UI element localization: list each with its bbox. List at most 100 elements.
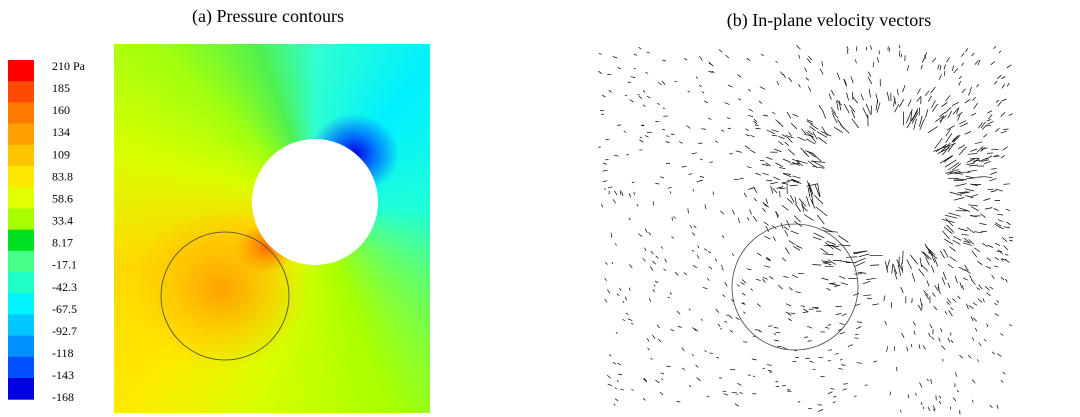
velocity-vector — [765, 156, 773, 160]
velocity-vector — [671, 236, 675, 239]
velocity-vector — [925, 257, 930, 266]
velocity-vector — [807, 160, 818, 168]
velocity-vector — [688, 173, 693, 176]
velocity-vector — [924, 90, 930, 97]
velocity-vector — [938, 395, 942, 399]
velocity-vector — [745, 134, 751, 137]
velocity-vector — [952, 108, 959, 115]
velocity-vector — [1003, 226, 1011, 229]
velocity-vector — [644, 135, 649, 138]
velocity-vector — [976, 146, 984, 153]
velocity-vector — [911, 112, 919, 124]
velocity-vector — [987, 244, 994, 248]
velocity-vector — [654, 280, 659, 284]
velocity-vector — [696, 254, 700, 259]
velocity-vector — [770, 185, 774, 194]
velocity-vector — [638, 233, 643, 237]
velocity-vector — [951, 135, 959, 143]
velocity-vector — [765, 162, 771, 167]
velocity-vector — [948, 162, 960, 171]
velocity-vector — [977, 298, 983, 303]
velocity-vector — [886, 259, 890, 271]
velocity-vector — [948, 310, 953, 317]
velocity-vector — [939, 114, 947, 122]
velocity-vector — [753, 121, 758, 125]
velocity-vector — [856, 362, 863, 364]
velocity-vector — [810, 123, 819, 130]
velocity-vector — [649, 266, 654, 271]
velocity-vector — [854, 261, 866, 267]
velocity-vector — [778, 121, 784, 128]
velocity-vector — [966, 162, 975, 166]
velocity-vector — [797, 272, 805, 275]
velocity-vector — [762, 278, 766, 283]
velocity-vector — [808, 182, 814, 195]
velocity-vector — [782, 385, 786, 387]
velocity-vector — [850, 76, 854, 84]
velocity-vector — [803, 151, 810, 158]
panel-title: (a) Pressure contours — [192, 6, 344, 26]
colorbar-swatch — [8, 314, 34, 337]
velocity-vector — [656, 103, 661, 105]
velocity-vector — [969, 164, 979, 167]
velocity-vector — [737, 382, 742, 386]
velocity-vector — [960, 122, 968, 127]
velocity-vector — [716, 356, 719, 359]
velocity-vector — [746, 268, 752, 271]
velocity-vector — [657, 82, 662, 86]
velocity-vector — [804, 150, 814, 154]
velocity-vector — [972, 302, 978, 306]
velocity-vector — [971, 206, 979, 212]
velocity-vector — [891, 263, 894, 274]
velocity-vector — [677, 326, 682, 328]
velocity-vector — [706, 395, 710, 398]
velocity-vector — [622, 319, 626, 321]
velocity-vector — [953, 134, 961, 143]
velocity-vector — [990, 168, 997, 170]
velocity-vector — [955, 371, 957, 377]
colorbar-swatch — [8, 187, 34, 209]
velocity-vector — [927, 95, 932, 102]
velocity-vector — [965, 195, 974, 199]
velocity-vector — [892, 264, 898, 275]
velocity-vector — [930, 265, 935, 273]
velocity-vector — [817, 183, 821, 198]
velocity-vector — [952, 239, 961, 245]
velocity-vector — [785, 311, 790, 315]
velocity-vector — [938, 337, 941, 342]
velocity-vector — [798, 198, 806, 207]
velocity-vector — [642, 90, 646, 93]
velocity-vector — [932, 405, 936, 411]
velocity-vector — [997, 213, 1004, 216]
velocity-vector — [894, 103, 900, 113]
velocity-vector — [817, 214, 825, 225]
velocity-vector — [913, 330, 916, 335]
velocity-vector — [818, 356, 824, 359]
velocity-vector — [665, 135, 670, 137]
velocity-vector — [667, 296, 670, 299]
velocity-vector — [778, 140, 784, 146]
velocity-vector — [688, 384, 692, 388]
velocity-vector — [824, 265, 834, 268]
velocity-vector — [899, 409, 902, 413]
velocity-vector — [947, 282, 951, 289]
velocity-vector — [605, 138, 610, 141]
velocity-vector — [717, 323, 721, 327]
velocity-vector — [953, 67, 959, 74]
velocity-vector — [748, 187, 755, 190]
velocity-vector — [659, 392, 664, 396]
velocity-vector — [996, 299, 999, 304]
velocity-vector — [652, 334, 656, 340]
velocity-vector — [977, 359, 979, 362]
velocity-vector — [924, 52, 928, 57]
velocity-vector — [721, 235, 725, 239]
velocity-vector — [744, 145, 751, 150]
velocity-vector — [660, 372, 665, 375]
velocity-vector — [681, 367, 686, 371]
velocity-vector — [792, 180, 802, 184]
velocity-vector — [994, 257, 999, 261]
velocity-vector — [781, 205, 789, 211]
velocity-vector — [925, 293, 930, 300]
velocity-vector — [776, 186, 784, 189]
